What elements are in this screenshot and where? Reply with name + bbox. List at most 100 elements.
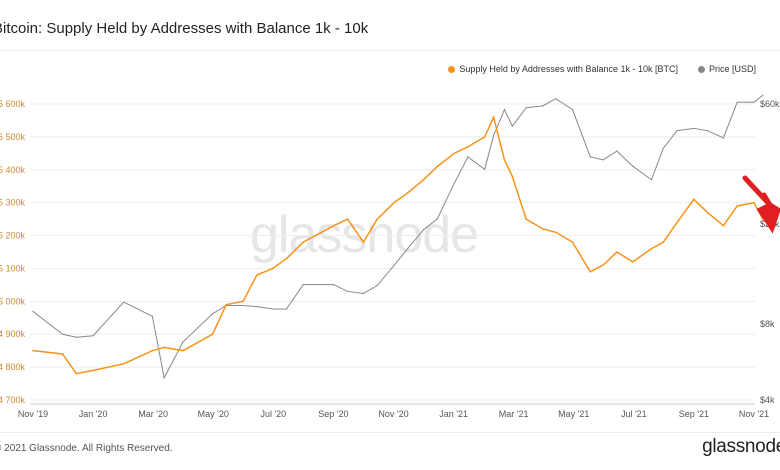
price-point [333,283,335,286]
y-left-tick-label: 5 100k [0,263,26,273]
price-point [542,105,544,107]
supply-point [602,264,604,266]
supply-point [393,201,395,204]
supply-point [333,224,335,227]
price-point [123,301,125,303]
y-left-tick-label: 4 900k [0,329,26,339]
x-tick-label: Sep '20 [318,409,348,419]
glassnode-logo: glassnode [702,436,780,457]
supply-point [182,349,184,352]
supply-point [753,201,755,204]
price-line [32,94,764,380]
y-left-tick-label: 5 200k [0,231,26,241]
price-point [632,165,634,167]
price-point [484,168,486,170]
price-point [256,306,258,308]
price-point [225,304,227,307]
chart-title: Bitcoin: Supply Held by Addresses with B… [0,20,369,37]
supply-point [722,224,725,227]
supply-point [436,165,439,168]
supply-point [285,257,288,260]
y-left-tick-label: 5 300k [0,198,26,208]
price-dot-icon [697,66,705,73]
supply-point [525,218,527,220]
supply-point [676,221,678,224]
price-point [467,156,469,158]
supply-dot-icon [448,66,456,73]
price-point [602,159,604,161]
price-point [571,109,574,111]
y-left-tick-label: 4 700k [0,395,26,405]
supply-point [706,211,709,214]
supply-point [92,369,94,372]
x-tick-label: Nov '19 [18,409,48,419]
legend-item-supply[interactable]: Supply Held by Addresses with Balance 1k… [448,64,678,74]
legend-item-price[interactable]: Price [USD] [697,64,756,74]
supply-point [376,218,379,220]
supply-point [453,152,455,155]
price-point [272,308,274,310]
x-tick-label: Jul '21 [621,409,647,419]
price-point [347,290,349,293]
price-point [616,150,618,152]
price-point [493,134,495,137]
price-point [650,179,653,181]
supply-point [422,178,425,181]
price-point [61,333,64,335]
y-right-tick-label: $4k [760,395,775,405]
supply-point [32,349,34,352]
y-right-tick-label: $60k [760,99,780,109]
divider [0,50,780,51]
supply-point [256,274,258,276]
price-point [242,304,244,307]
price-point [393,264,395,267]
price-point [453,182,455,185]
y-left-tick-label: 5 600k [0,99,26,109]
price-point [693,127,695,129]
legend-label: Supply Held by Addresses with Balance 1k… [459,64,678,74]
price-point [525,107,527,109]
supply-point [736,205,739,207]
supply-point [163,346,165,349]
price-point [676,130,678,132]
supply-point [631,261,634,263]
supply-point [271,267,274,270]
supply-point [362,241,365,243]
price-point [302,283,304,286]
price-point [362,292,365,295]
price-point [511,125,513,127]
supply-point [346,218,349,220]
price-point [182,341,184,343]
legend: Supply Held by Addresses with Balance 1k… [448,64,756,74]
supply-point [554,231,557,234]
x-tick-label: Mar '20 [138,409,168,419]
price-point [722,137,725,139]
price-point [762,94,764,96]
divider [0,432,780,433]
legend-label: Price [USD] [708,64,756,74]
supply-point [151,349,154,352]
x-tick-label: Jan '20 [79,409,108,419]
supply-point [242,300,244,303]
x-tick-label: Mar '21 [499,409,529,419]
price-point [662,147,664,149]
price-point [736,101,738,103]
supply-point [122,363,125,365]
supply-point [61,353,64,355]
price-point [75,336,77,338]
price-point [163,377,165,379]
supply-point [589,270,592,273]
supply-point [302,241,305,243]
price-point [407,247,409,250]
supply-point [211,333,214,336]
supply-point [75,372,78,375]
price-point [436,218,438,220]
supply-point [571,241,574,243]
price-point [211,313,214,315]
x-tick-label: Nov '21 [739,409,769,419]
price-point [555,98,557,100]
price-point [707,130,709,132]
price-point [589,156,591,158]
supply-point [650,247,653,250]
